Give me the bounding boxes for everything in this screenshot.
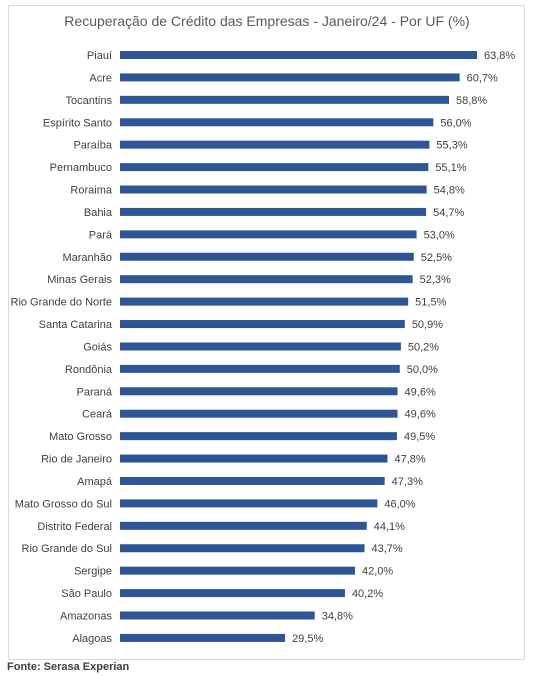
category-label: Rondônia [65,364,113,376]
value-label: 40,2% [352,588,383,600]
category-label: Bahia [84,207,113,219]
category-label: Alagoas [72,633,112,645]
category-label: Sergipe [74,566,112,578]
value-label: 54,8% [434,185,465,197]
bar [120,51,477,59]
bar-chart: Piauí 63,8% Acre 60,7% Tocantins 58,8% Espírit… [11,50,516,645]
bar [120,95,450,104]
value-label: 60,7% [467,72,498,84]
value-label: 49,5% [404,431,435,443]
category-label: Paraná [77,386,113,398]
bar [120,589,345,598]
category-label: Distrito Federal [37,521,112,533]
category-label: Roraima [70,185,112,197]
category-label: Rio Grande do Sul [22,543,113,555]
bar [120,521,367,530]
value-label: 44,1% [374,521,405,533]
bar [120,566,356,575]
bar [120,499,378,508]
category-label: Goiás [83,341,112,353]
value-label: 63,8% [484,50,515,62]
value-label: 47,3% [392,476,423,488]
value-label: 47,8% [394,454,425,466]
bar [120,387,398,396]
category-label: Rio Grande do Norte [11,297,113,309]
category-label: Santa Catarina [39,319,113,331]
bar [120,320,405,329]
bar [120,118,434,127]
category-label: Minas Gerais [47,274,112,286]
category-label: Rio de Janeiro [41,454,112,466]
value-label: 49,6% [405,386,436,398]
chart-title: Recuperação de Crédito das Empresas - Ja… [64,13,470,29]
source-note: Fonte: Serasa Experian [7,661,130,673]
category-label: Maranhão [62,252,112,264]
category-label: Pernambuco [50,162,112,174]
value-label: 56,0% [440,117,471,129]
bar [120,409,398,418]
category-label: Tocantins [66,95,113,107]
value-label: 53,0% [424,229,455,241]
bar [120,252,414,261]
bar [120,432,397,441]
value-label: 54,7% [433,207,464,219]
value-label: 42,0% [362,566,393,578]
value-label: 58,8% [456,95,487,107]
category-label: Mato Grosso do Sul [15,498,112,510]
value-label: 50,9% [412,319,443,331]
bar [120,476,385,485]
bar [120,633,286,642]
bar [120,342,401,351]
bar [120,275,413,284]
value-label: 49,6% [405,409,436,421]
bar [120,297,409,306]
category-label: Acre [89,72,112,84]
bar [120,207,427,216]
category-label: Piauí [87,50,112,62]
value-label: 52,5% [421,252,452,264]
category-label: São Paulo [61,588,112,600]
value-label: 52,3% [420,274,451,286]
value-label: 29,5% [292,633,323,645]
bar [120,140,430,149]
value-label: 50,0% [407,364,438,376]
bar [120,454,388,463]
bar [120,611,315,620]
bar [120,73,460,82]
category-label: Espírito Santo [43,117,112,129]
category-label: Amapá [77,476,113,488]
bar [120,364,400,373]
value-label: 55,1% [435,162,466,174]
bar [120,163,429,172]
category-label: Paraíba [73,140,112,152]
value-label: 51,5% [415,297,446,309]
value-label: 50,2% [408,341,439,353]
category-label: Amazonas [60,611,112,623]
bar [120,544,365,553]
bar [120,230,417,239]
value-label: 34,8% [322,611,353,623]
bar [120,185,427,194]
category-label: Ceará [82,409,113,421]
value-label: 43,7% [372,543,403,555]
category-label: Pará [89,229,113,241]
value-label: 55,3% [436,140,467,152]
value-label: 46,0% [384,498,415,510]
category-label: Mato Grosso [49,431,112,443]
